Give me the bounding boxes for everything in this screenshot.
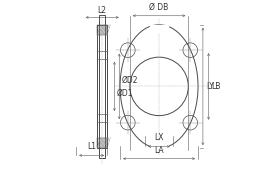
Text: Ø DB: Ø DB bbox=[149, 3, 169, 12]
Text: LB: LB bbox=[212, 82, 221, 91]
FancyBboxPatch shape bbox=[97, 25, 107, 35]
Text: LY: LY bbox=[206, 82, 214, 91]
Text: L1: L1 bbox=[87, 142, 96, 151]
Text: ØD1: ØD1 bbox=[117, 88, 133, 97]
Text: ØD2: ØD2 bbox=[122, 75, 138, 84]
Polygon shape bbox=[150, 141, 168, 148]
FancyBboxPatch shape bbox=[97, 138, 107, 148]
Text: LX: LX bbox=[154, 134, 164, 142]
Polygon shape bbox=[150, 25, 168, 32]
Text: LA: LA bbox=[154, 146, 164, 155]
Text: L2: L2 bbox=[98, 6, 107, 15]
